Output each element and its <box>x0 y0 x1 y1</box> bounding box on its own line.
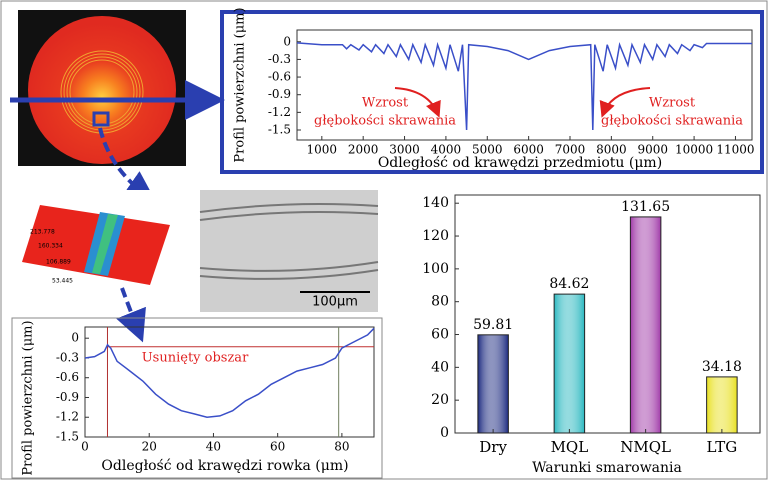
x-tick-label: 20 <box>142 440 157 454</box>
annotation: Wzrost <box>649 96 696 111</box>
x-axis-label: Odległość od krawędzi rowka (μm) <box>101 458 348 474</box>
zoom-box <box>92 111 110 127</box>
surface-label: 53.445 <box>52 278 73 285</box>
y-tick-label: -1.5 <box>56 430 79 444</box>
plot-frame <box>454 194 761 434</box>
y-tick-label: -0.3 <box>268 52 291 66</box>
x-tick-label: 2000 <box>348 143 379 157</box>
y-tick-label: -1.2 <box>268 105 291 119</box>
value-label: 131.65 <box>621 199 670 215</box>
plot-frame <box>84 326 375 438</box>
micrograph-groove <box>199 203 379 221</box>
scale-bar-label: 100μm <box>312 295 358 310</box>
y-tick-label: 40 <box>431 359 449 375</box>
zoom-arrow <box>116 287 146 343</box>
x-axis-label: Odległość od krawędzi przedmiotu (μm) <box>378 155 662 171</box>
y-tick-label: 80 <box>431 294 449 310</box>
profile-line <box>84 327 375 418</box>
x-tick-label: 80 <box>334 440 349 454</box>
surface-label: 106.889 <box>46 259 71 266</box>
y-tick-label: -0.9 <box>56 390 79 404</box>
value-label: 34.18 <box>702 359 742 375</box>
y-tick-label: -0.9 <box>268 87 291 101</box>
y-tick-label: 60 <box>431 327 449 343</box>
y-axis-label: Profil powierzchni (μm) <box>21 320 36 475</box>
x-tick-label: NMQL <box>620 438 671 456</box>
y-tick-label: 0 <box>440 425 449 441</box>
x-tick-label: 3000 <box>389 143 420 157</box>
x-tick-label: 9000 <box>637 143 668 157</box>
bar <box>629 216 662 434</box>
x-tick-label: 60 <box>270 440 285 454</box>
annotation: głębokości skrawania <box>314 114 456 129</box>
y-tick-label: 140 <box>422 195 449 211</box>
y-tick-label: -0.6 <box>56 370 79 384</box>
x-tick-label: 6000 <box>513 143 544 157</box>
x-tick-label: 4000 <box>431 143 462 157</box>
x-axis-label: Warunki smarowania <box>532 460 682 476</box>
annotation-arrow <box>599 87 651 118</box>
y-tick-label: -1.5 <box>268 123 291 137</box>
bar <box>553 293 586 434</box>
y-tick-label: -0.3 <box>56 350 79 364</box>
x-tick-label: 11000 <box>716 143 754 157</box>
x-tick-label: 0 <box>81 440 89 454</box>
x-tick-label: 40 <box>206 440 221 454</box>
annotation-arrow <box>394 87 441 118</box>
y-tick-label: -1.2 <box>56 410 79 424</box>
x-tick-label: MQL <box>551 438 589 456</box>
surface-label: 160.334 <box>38 243 63 250</box>
micrograph-groove <box>199 261 379 280</box>
y-tick-label: 100 <box>422 261 449 277</box>
profile-line <box>296 41 752 131</box>
x-tick-label: 8000 <box>596 143 627 157</box>
y-tick-label: 0 <box>283 34 291 48</box>
bar <box>477 334 509 434</box>
y-tick-label: 120 <box>422 228 449 244</box>
value-label: 84.62 <box>549 276 589 292</box>
profile-box <box>220 10 764 174</box>
annotation: głębokości skrawania <box>601 114 743 129</box>
surface-groove-bottom <box>92 214 118 274</box>
x-tick-label: 10000 <box>675 143 713 157</box>
bar <box>706 376 738 434</box>
x-tick-label: 7000 <box>555 143 586 157</box>
annotation: Usunięty obszar <box>142 351 249 366</box>
annotation: Wzrost <box>362 96 409 111</box>
y-axis-label: Profil powierzchni (μm) <box>233 7 248 162</box>
value-label: 59.81 <box>473 317 513 333</box>
surface-label: 213.778 <box>30 229 55 236</box>
y-tick-label: 20 <box>431 392 449 408</box>
plot-frame <box>296 29 753 141</box>
groove-box <box>11 317 383 479</box>
x-tick-label: 1000 <box>307 143 338 157</box>
y-tick-label: 0 <box>71 331 79 345</box>
y-tick-label: -0.6 <box>268 70 291 84</box>
x-tick-label: Dry <box>479 438 507 456</box>
x-tick-label: LTG <box>707 438 738 456</box>
x-tick-label: 5000 <box>472 143 503 157</box>
disc <box>28 16 176 164</box>
